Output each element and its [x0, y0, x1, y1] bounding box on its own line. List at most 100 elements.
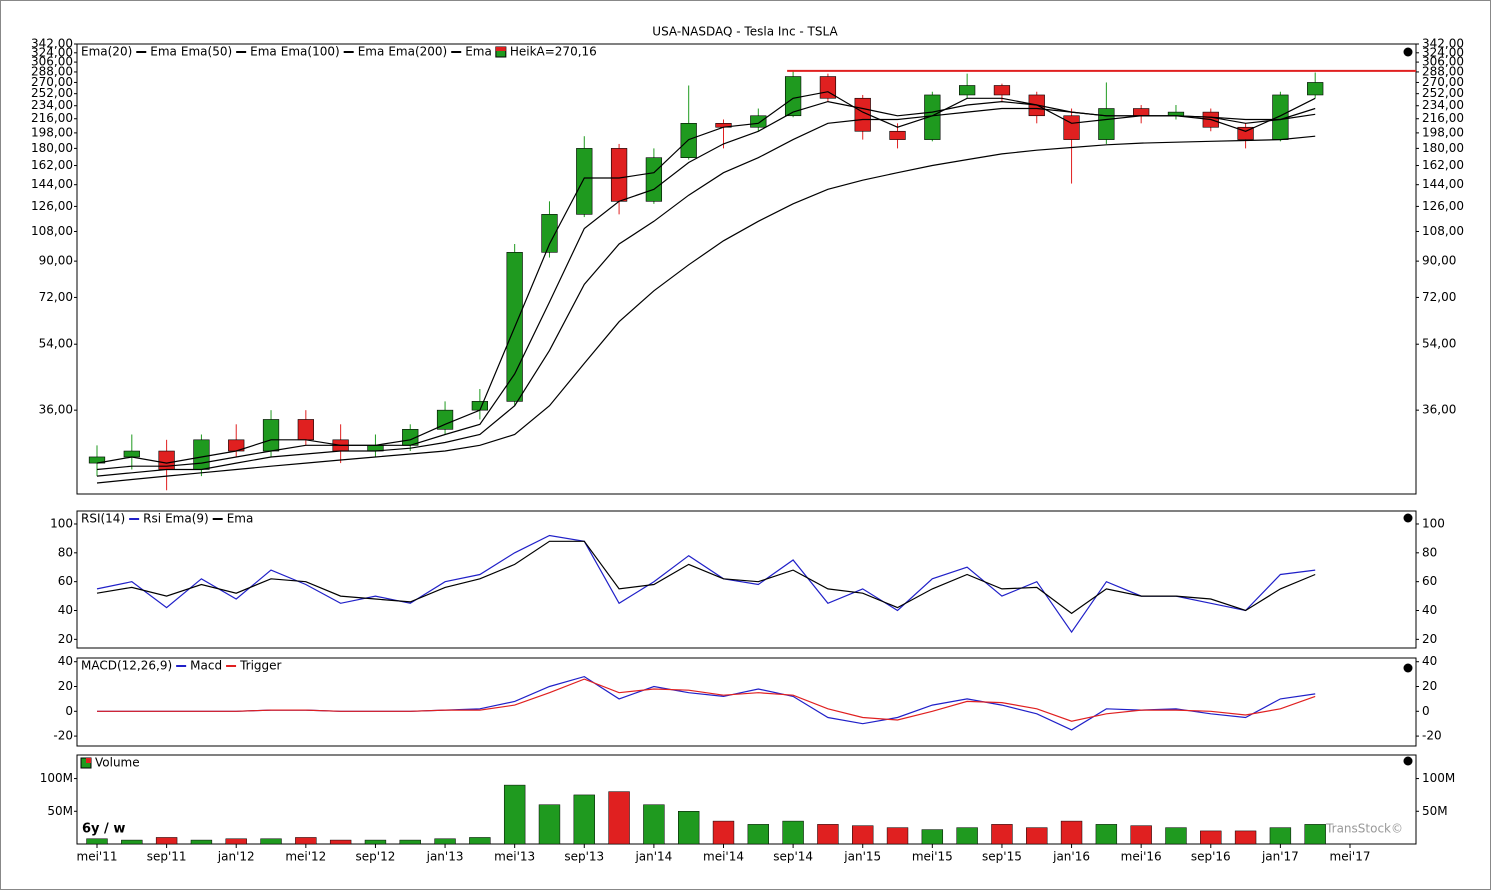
volume-bar	[1200, 830, 1222, 845]
volume-bar	[503, 784, 526, 845]
y-tick-label: 36,00	[1422, 403, 1456, 417]
y-tick-label: 252,00	[1422, 86, 1464, 100]
y-tick-label: 60	[58, 574, 73, 588]
y-tick-label: 20	[1422, 632, 1437, 646]
y-tick-label: 100M	[40, 771, 73, 785]
series-line	[96, 534, 1316, 634]
y-tick-label: 306,00	[31, 55, 73, 69]
volume-bar	[852, 825, 874, 845]
y-tick-label: 108,00	[31, 224, 73, 238]
candle-body	[854, 97, 871, 132]
volume-bar	[121, 839, 143, 845]
candle-body	[610, 148, 628, 202]
close-icons[interactable]	[1403, 47, 1413, 766]
y-tick-label: 216,00	[31, 111, 73, 125]
legend-name: Volume	[95, 756, 140, 770]
y-tick-label: 162,00	[1422, 158, 1464, 172]
legend-name: Macd	[190, 659, 222, 673]
x-tick-label: jan'12	[217, 850, 255, 864]
y-tick-label: 108,00	[1422, 224, 1464, 238]
candle-body	[750, 115, 767, 128]
volume-bar	[1060, 820, 1083, 845]
y-tick-label: 216,00	[1422, 111, 1464, 125]
candle-body	[262, 419, 280, 452]
candle-body	[576, 148, 593, 215]
volume-bar	[190, 839, 213, 845]
legend-label: Ema(20)	[81, 45, 132, 59]
candle-body	[193, 439, 210, 470]
y-tick-label: 20	[1422, 679, 1437, 693]
volume-bar	[1165, 827, 1187, 845]
legend-swatch	[495, 47, 506, 51]
y-tick-label: 100M	[1422, 771, 1455, 785]
y-tick-label: 288,00	[31, 64, 73, 78]
candle-body	[1307, 82, 1324, 96]
y-tick-label: 0	[1422, 704, 1430, 718]
volume-bar	[608, 791, 630, 845]
x-tick-label: mei'15	[912, 850, 953, 864]
y-tick-label: 324,00	[1422, 45, 1464, 59]
y-tick-label: 324,00	[31, 45, 73, 59]
volume-bar	[399, 839, 421, 845]
volume-bar	[86, 838, 108, 845]
volume-bar	[1026, 827, 1048, 845]
x-tick-label: sep'13	[564, 850, 604, 864]
rsi-panel	[76, 510, 1417, 649]
y-tick-label: 40	[1422, 654, 1437, 668]
candle-body	[436, 409, 454, 430]
y-tick-label: 270,00	[31, 75, 73, 89]
volume-bar	[573, 794, 595, 845]
series-line	[96, 135, 1316, 484]
y-tick-label: 20	[58, 679, 73, 693]
legend-name: Ema	[227, 512, 254, 526]
candle-body	[1063, 115, 1080, 140]
volume-bar	[921, 829, 944, 845]
close-icon[interactable]	[1403, 663, 1413, 673]
y-tick-label: 90,00	[1422, 254, 1456, 268]
y-tick-label: 54,00	[1422, 337, 1456, 351]
y-tick-label: 50M	[47, 804, 73, 818]
y-tick-label: 36,00	[39, 403, 73, 417]
series-line	[97, 678, 1316, 722]
candle-body	[959, 85, 976, 96]
y-tick-label: 270,00	[1422, 75, 1464, 89]
volume-bar	[886, 827, 909, 845]
volume-bar	[538, 804, 561, 845]
legend-swatch	[86, 758, 91, 763]
y-tick-label: 40	[58, 654, 73, 668]
legend-name: Ema	[358, 45, 385, 59]
candle-body	[784, 76, 802, 117]
legend-label: RSI(14)	[81, 512, 125, 526]
y-tick-label: 180,00	[1422, 141, 1464, 155]
volume-bar	[712, 820, 735, 845]
candle-body	[1098, 108, 1115, 140]
volume-bar	[295, 837, 317, 845]
y-tick-label: 20	[58, 632, 73, 646]
y-tick-label: 80	[58, 545, 73, 559]
legend-label: Ema(200)	[388, 45, 447, 59]
legend-name: Rsi	[143, 512, 161, 526]
volume-bar	[678, 811, 700, 845]
x-tick-label: sep'14	[773, 850, 813, 864]
macd-panel	[76, 657, 1417, 747]
legend-label: Ema(9)	[165, 512, 209, 526]
volume-bar	[1269, 827, 1292, 845]
chart-title: USA-NASDAQ - Tesla Inc - TSLA	[652, 25, 838, 39]
close-icon[interactable]	[1403, 756, 1413, 766]
legend-label: Ema(50)	[181, 45, 232, 59]
legend-name: Trigger	[239, 659, 281, 673]
x-tick-label: sep'11	[147, 850, 187, 864]
close-icon[interactable]	[1403, 47, 1413, 57]
y-tick-label: 100	[1422, 516, 1445, 530]
close-icon[interactable]	[1403, 513, 1413, 523]
y-tick-label: 288,00	[1422, 64, 1464, 78]
y-tick-label: -20	[53, 729, 73, 743]
candle-body	[123, 450, 140, 458]
volume-bar	[1234, 830, 1257, 845]
y-tick-label: 180,00	[31, 141, 73, 155]
watermark: TransStock©	[1325, 822, 1403, 836]
volume-bar	[469, 837, 491, 845]
candle-body	[1133, 108, 1150, 117]
